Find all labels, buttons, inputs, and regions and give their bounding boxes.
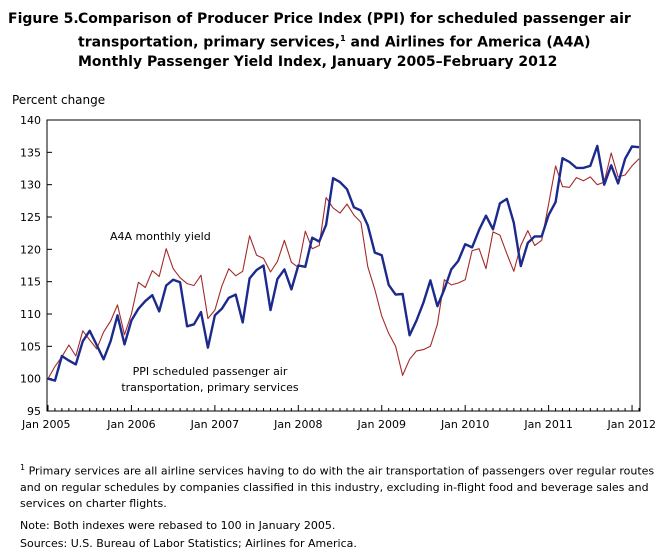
footnote-primary-services: 1 Primary services are all airline servi… bbox=[20, 460, 660, 512]
x-tick-label: Jan 2009 bbox=[357, 418, 406, 431]
x-tick-label: Jan 2006 bbox=[106, 418, 155, 431]
y-axis: 95 100 105 110 115 120 125 130 135 140 bbox=[20, 114, 52, 418]
y-tick-label: 140 bbox=[20, 114, 41, 127]
y-tick-label: 115 bbox=[20, 276, 41, 289]
ppi-series-label: PPI scheduled passenger air bbox=[133, 365, 288, 378]
y-tick-label: 135 bbox=[20, 146, 41, 159]
y-axis-label: Percent change bbox=[12, 93, 105, 107]
sources: Sources: U.S. Bureau of Labor Statistics… bbox=[20, 536, 357, 550]
line-chart: Percent change 95 100 105 110 115 120 125 130 13… bbox=[12, 93, 656, 431]
ppi-series-line bbox=[47, 144, 640, 382]
title-text-part2: and Airlines for America (A4A) Monthly P… bbox=[78, 34, 591, 70]
y-tick-label: 95 bbox=[27, 405, 41, 418]
footnotes: 1 Primary services are all airline servi… bbox=[20, 460, 660, 552]
figure-number: Figure 5. bbox=[8, 11, 79, 27]
x-axis: Jan 2005 Jan 2006 Jan 2007 Jan 2008 Jan 2009… bbox=[21, 405, 656, 431]
a4a-series-label: A4A monthly yield bbox=[110, 230, 211, 243]
footnote-text: Primary services are all airline service… bbox=[20, 464, 655, 510]
x-tick-label: Jan 2011 bbox=[523, 418, 572, 431]
series-lines bbox=[47, 144, 640, 382]
x-tick-label: Jan 2005 bbox=[21, 418, 70, 431]
y-tick-label: 120 bbox=[20, 243, 41, 256]
x-tick-label: Jan 2012 bbox=[607, 418, 656, 431]
footnote-marker: 1 bbox=[20, 463, 26, 472]
y-tick-label: 125 bbox=[20, 211, 41, 224]
series-labels: A4A monthly yield PPI scheduled passenger… bbox=[110, 230, 299, 394]
y-tick-label: 110 bbox=[20, 308, 41, 321]
y-tick-label: 130 bbox=[20, 179, 41, 192]
x-tick-label: Jan 2010 bbox=[440, 418, 489, 431]
a4a-series-line bbox=[47, 152, 640, 379]
y-tick-label: 105 bbox=[20, 340, 41, 353]
x-tick-label: Jan 2008 bbox=[273, 418, 322, 431]
x-tick-label: Jan 2007 bbox=[190, 418, 239, 431]
figure-title-text: Comparison of Producer Price Index (PPI)… bbox=[78, 10, 648, 72]
y-tick-label: 100 bbox=[20, 373, 41, 386]
note: Note: Both indexes were rebased to 100 i… bbox=[20, 518, 336, 532]
plot-frame bbox=[46, 119, 641, 412]
ppi-series-label: transportation, primary services bbox=[121, 381, 299, 394]
title-footnote-marker: 1 bbox=[340, 34, 346, 43]
title-text-part1: Comparison of Producer Price Index (PPI)… bbox=[78, 11, 631, 51]
